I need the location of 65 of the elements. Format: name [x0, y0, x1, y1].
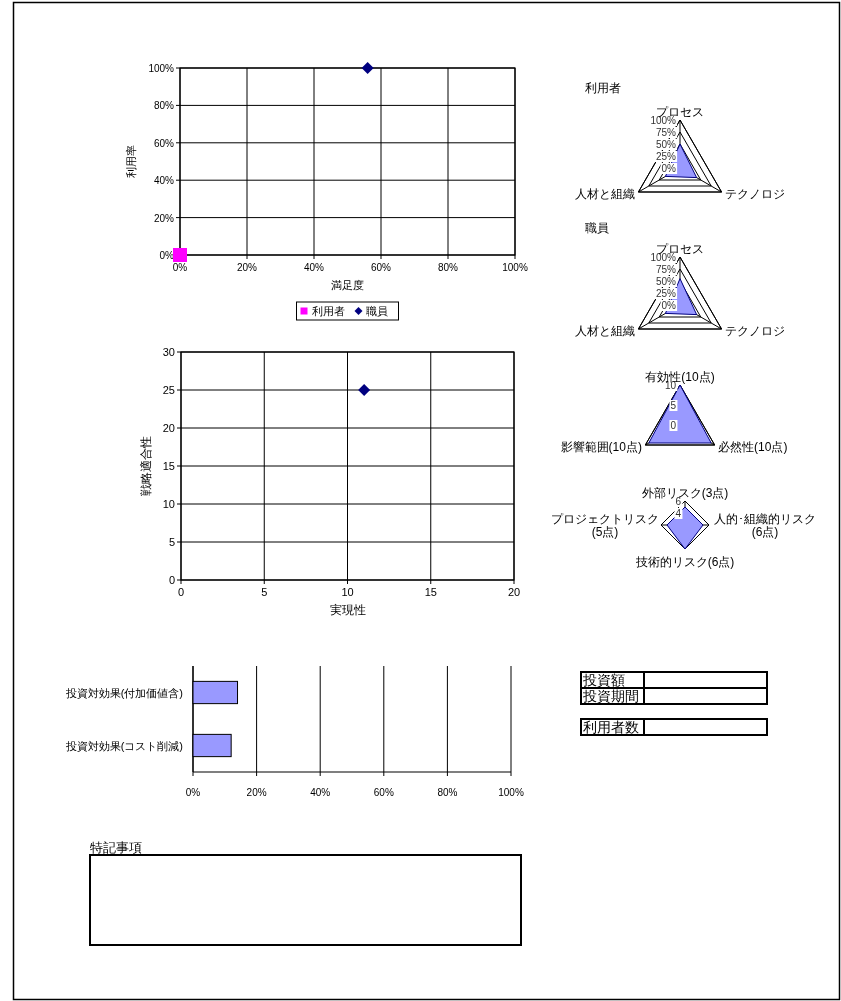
y-tick-label: 50% [655, 276, 677, 287]
y-tick-label: 15 [162, 460, 175, 472]
y-tick-label: 25 [162, 384, 175, 396]
x-tick-label: 100% [502, 262, 528, 273]
x-tick-label: 15 [424, 586, 437, 598]
chart-title: 職員 [585, 221, 609, 235]
legend-label: 職員 [365, 305, 388, 317]
text: 投資額 [582, 672, 625, 688]
spoke-label: プロジェクトリスク(5点) [551, 512, 659, 539]
x-axis-title: 実現性 [329, 603, 366, 617]
x-tick-label: 20% [236, 262, 258, 273]
y-tick-label: 4 [675, 508, 682, 519]
x-tick-label: 0% [185, 787, 201, 798]
spoke-label: 必然性(10点) [718, 440, 788, 454]
y-tick-label: 100% [650, 115, 677, 126]
y-tick-label: 0% [661, 163, 677, 174]
y-tick-label: 40% [153, 175, 175, 187]
chart-title: 利用者 [585, 81, 621, 95]
x-tick-label: 80% [437, 787, 458, 798]
spoke-label: 人材と組織 [574, 324, 635, 338]
y-tick-label: 6 [675, 496, 682, 507]
y-axis-title: 戦略適合性 [139, 436, 153, 496]
y-tick-label: 10 [162, 498, 175, 510]
y-tick-label: 75% [655, 264, 677, 275]
text: 投資期間 [582, 688, 639, 704]
text: 特記事項 [90, 840, 142, 855]
y-tick-label: 60% [153, 137, 175, 149]
y-tick-label: 0% [661, 300, 677, 311]
x-tick-label: 80% [437, 262, 459, 273]
y-tick-label: 5 [670, 400, 677, 411]
spoke-label: 技術的リスク(6点) [634, 555, 735, 569]
y-axis-title: 利用率 [125, 145, 137, 178]
text: 利用者数 [583, 719, 639, 735]
legend-label: 利用者 [311, 305, 345, 317]
x-tick-label: 20% [246, 787, 267, 798]
y-tick-label: 投資対効果(付加価値含) [64, 686, 183, 699]
spoke-label: 人的･組織的リスク(6点) [714, 512, 816, 539]
y-tick-label: 80% [153, 100, 175, 112]
spoke-label: テクノロジ [725, 324, 786, 338]
x-tick-label: 100% [498, 787, 524, 798]
spoke-label: 影響範囲(10点) [560, 440, 642, 454]
y-tick-label: 0 [670, 420, 677, 431]
y-tick-label: 0% [159, 250, 175, 261]
y-tick-label: 20% [153, 212, 175, 224]
y-tick-label: 投資対効果(コスト削減) [64, 739, 183, 752]
y-tick-label: 5 [168, 536, 175, 548]
x-tick-label: 60% [373, 787, 394, 798]
x-axis-title: 満足度 [331, 279, 364, 291]
y-tick-label: 0 [168, 574, 175, 586]
y-tick-label: 20 [162, 422, 175, 434]
y-tick-label: 30 [162, 346, 175, 358]
spoke-label: 人材と組織 [574, 187, 635, 201]
spoke-label: テクノロジ [725, 187, 786, 201]
y-tick-label: 100% [650, 252, 677, 263]
x-tick-label: 60% [370, 262, 392, 273]
x-tick-label: 40% [303, 262, 325, 273]
y-tick-label: 50% [655, 139, 677, 150]
y-tick-label: 100% [148, 63, 175, 74]
y-tick-label: 75% [655, 127, 677, 138]
y-tick-label: 25% [655, 151, 677, 162]
x-tick-label: 5 [261, 586, 268, 598]
y-tick-label: 25% [655, 288, 677, 299]
x-tick-label: 40% [310, 787, 331, 798]
x-tick-label: 20 [507, 586, 521, 598]
x-tick-label: 10 [341, 586, 354, 598]
